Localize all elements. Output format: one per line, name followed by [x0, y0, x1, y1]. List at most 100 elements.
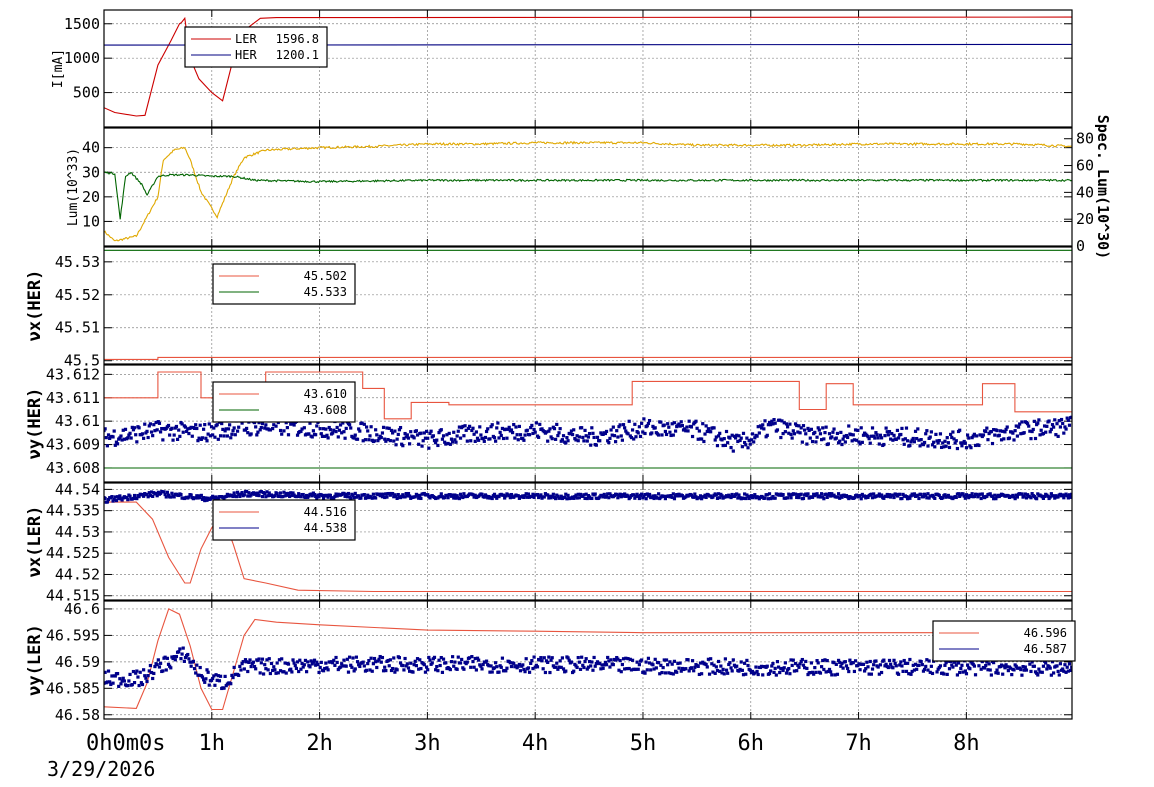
scatter-point: [693, 492, 697, 496]
scatter-point: [228, 423, 232, 427]
scatter-point: [618, 658, 622, 663]
scatter-point: [316, 662, 320, 667]
scatter-point: [899, 660, 903, 664]
scatter-point: [728, 661, 732, 665]
scatter-point: [799, 426, 803, 430]
scatter-point: [844, 664, 849, 668]
x-axis-date: 3/29/2026: [47, 757, 155, 781]
scatter-point: [252, 664, 257, 669]
scatter-point: [479, 664, 483, 668]
scatter-point: [770, 664, 774, 668]
scatter-point: [269, 493, 274, 497]
scatter-point: [964, 672, 969, 676]
y2-tick-label: 40: [1076, 183, 1094, 201]
scatter-point: [374, 660, 378, 664]
scatter-point: [628, 495, 632, 499]
scatter-point: [748, 442, 752, 446]
scatter-point: [906, 497, 910, 501]
scatter-point: [165, 656, 169, 660]
scatter-point: [758, 424, 763, 428]
scatter-point: [867, 437, 871, 441]
scatter-point: [203, 680, 207, 684]
scatter-point: [452, 430, 456, 434]
scatter-point: [187, 657, 191, 661]
scatter-point: [483, 435, 488, 440]
scatter-point: [521, 663, 525, 667]
scatter-point: [277, 658, 282, 662]
scatter-point: [105, 444, 109, 448]
scatter-point: [343, 494, 347, 498]
scatter-point: [224, 494, 228, 499]
scatter-point: [552, 427, 557, 431]
scatter-point: [139, 681, 143, 685]
scatter-point: [874, 431, 878, 435]
scatter-point: [443, 440, 447, 444]
scatter-point: [933, 445, 937, 449]
scatter-point: [112, 429, 116, 433]
scatter-point: [342, 658, 346, 662]
scatter-point: [437, 431, 441, 435]
scatter-point: [921, 495, 926, 499]
scatter-point: [168, 433, 172, 437]
scatter-point: [601, 666, 605, 670]
scatter-point: [855, 438, 859, 442]
scatter-point: [1003, 666, 1007, 670]
scatter-point: [750, 669, 755, 674]
scatter-point: [891, 438, 895, 442]
scatter-point: [1005, 425, 1009, 429]
scatter-point: [961, 492, 965, 496]
scatter-point: [1005, 665, 1009, 669]
scatter-point: [783, 661, 787, 665]
scatter-point: [524, 657, 528, 661]
scatter-point: [384, 439, 388, 443]
scatter-point: [575, 496, 579, 500]
scatter-point: [766, 423, 770, 427]
scatter-point: [367, 438, 371, 442]
scatter-point: [1067, 493, 1072, 497]
scatter-point: [633, 422, 637, 426]
scatter-point: [436, 443, 440, 448]
scatter-point: [652, 667, 656, 671]
y-tick-label: 45.53: [55, 253, 100, 271]
scatter-point: [636, 667, 640, 671]
scatter-point: [194, 671, 198, 675]
scatter-point: [928, 670, 932, 674]
scatter-point: [286, 491, 291, 496]
scatter-point: [353, 433, 357, 437]
scatter-point: [616, 496, 620, 500]
scatter-point: [836, 441, 841, 445]
scatter-point: [465, 439, 469, 443]
scatter-point: [584, 657, 588, 661]
scatter-point: [808, 671, 812, 675]
scatter-point: [285, 493, 289, 497]
scatter-point: [457, 425, 462, 429]
scatter-point: [268, 428, 272, 432]
scatter-point: [310, 494, 314, 498]
scatter-point: [680, 494, 684, 498]
scatter-point: [591, 431, 595, 435]
scatter-point: [415, 493, 420, 497]
scatter-point: [289, 491, 293, 495]
scatter-point: [793, 661, 798, 666]
scatter-point: [1020, 673, 1024, 677]
scatter-point: [781, 668, 785, 673]
scatter-point: [860, 492, 864, 497]
scatter-point: [482, 439, 486, 443]
scatter-point: [744, 496, 748, 501]
scatter-point: [885, 492, 889, 497]
scatter-point: [807, 428, 811, 432]
scatter-point: [522, 495, 526, 500]
scatter-point: [554, 665, 558, 669]
scatter-point: [586, 435, 591, 439]
scatter-point: [971, 662, 975, 666]
legend-box: [212, 263, 356, 305]
scatter-point: [1056, 495, 1060, 499]
scatter-point: [213, 435, 217, 439]
scatter-point: [120, 498, 124, 502]
scatter-point: [938, 432, 943, 436]
scatter-point: [927, 659, 931, 663]
scatter-point: [791, 429, 795, 433]
y-tick-label: 44.535: [46, 502, 100, 520]
scatter-point: [830, 673, 834, 677]
scatter-point: [343, 436, 347, 440]
